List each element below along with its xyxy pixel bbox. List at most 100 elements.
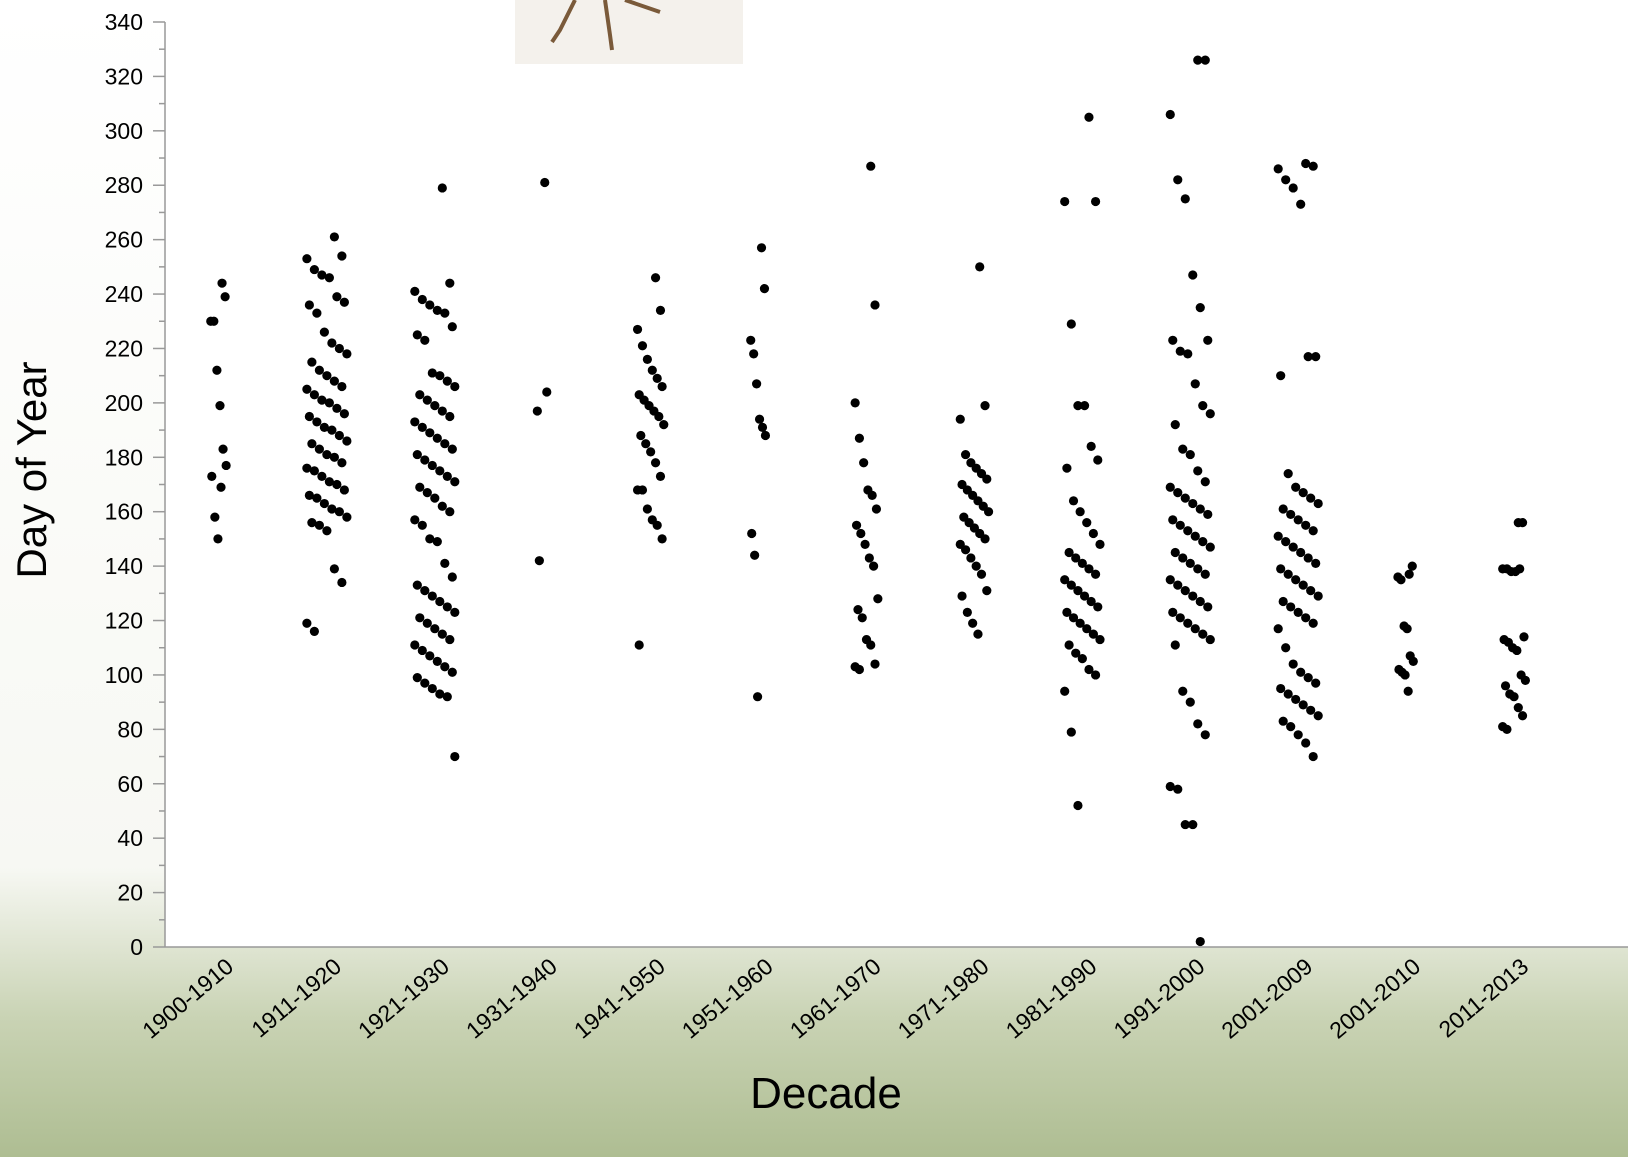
insect-photo: [515, 0, 743, 64]
point: [1180, 819, 1190, 830]
y-tick-label: 240: [105, 281, 143, 307]
point: [317, 395, 327, 405]
point: [960, 545, 971, 555]
point: [1073, 800, 1083, 811]
point: [440, 439, 450, 449]
point: [1165, 575, 1175, 585]
point: [440, 558, 450, 568]
y-tick-label: 280: [105, 172, 143, 198]
point: [1077, 654, 1087, 664]
point: [1193, 564, 1203, 574]
point: [445, 278, 455, 288]
point: [868, 561, 879, 571]
point: [420, 678, 430, 688]
point: [636, 430, 646, 441]
point: [1183, 349, 1193, 359]
point: [1296, 667, 1306, 677]
point: [216, 482, 226, 492]
point: [752, 692, 763, 702]
point: [410, 286, 420, 296]
point: [1175, 613, 1185, 623]
point: [307, 517, 317, 528]
point: [425, 300, 435, 310]
point: [427, 591, 437, 601]
point: [1198, 537, 1208, 547]
point: [322, 526, 332, 536]
plot-area: [165, 0, 1628, 947]
point: [1077, 558, 1087, 568]
point: [637, 485, 648, 495]
point: [447, 667, 457, 677]
point: [329, 564, 339, 574]
point: [334, 430, 344, 441]
point: [1086, 596, 1096, 607]
point: [1203, 509, 1213, 520]
point: [430, 624, 440, 634]
point: [314, 444, 324, 454]
point: [634, 640, 644, 650]
point: [322, 371, 332, 381]
point: [302, 618, 312, 628]
point: [422, 488, 432, 498]
point: [332, 292, 342, 302]
point: [442, 376, 452, 386]
point: [1090, 196, 1101, 207]
point: [342, 349, 352, 359]
point: [324, 477, 334, 487]
point: [650, 458, 661, 468]
point: [324, 273, 334, 283]
point: [1278, 504, 1288, 514]
point: [1183, 618, 1193, 628]
point: [437, 629, 447, 639]
x-tick-label: 1981-1990: [1001, 953, 1102, 1044]
point: [420, 586, 430, 596]
point: [642, 354, 652, 364]
point: [976, 569, 987, 579]
point: [866, 161, 876, 171]
point: [432, 656, 442, 666]
point: [1205, 634, 1215, 645]
point: [1173, 175, 1183, 185]
point: [752, 379, 762, 389]
point: [657, 381, 667, 392]
point: [1293, 607, 1303, 617]
point: [415, 482, 425, 492]
point: [445, 411, 455, 422]
point: [650, 273, 661, 283]
point: [867, 490, 877, 500]
point: [749, 349, 759, 359]
point: [427, 368, 437, 378]
point: [1276, 683, 1286, 694]
point: [542, 387, 552, 397]
point: [1071, 553, 1081, 563]
point: [637, 341, 648, 351]
point: [1517, 711, 1528, 721]
point: [317, 471, 327, 481]
point: [1513, 702, 1523, 713]
insect-legs: [550, 0, 661, 51]
point: [447, 322, 457, 332]
point: [1205, 409, 1215, 419]
point: [1195, 303, 1205, 313]
point: [1273, 164, 1283, 174]
point: [870, 659, 880, 669]
point: [1311, 352, 1321, 362]
point: [632, 324, 643, 335]
point: [1276, 371, 1286, 381]
point: [302, 384, 312, 394]
point: [754, 414, 765, 424]
point: [1165, 781, 1175, 792]
x-tick-label: 2001-2010: [1324, 953, 1425, 1044]
point: [1311, 558, 1321, 568]
point: [422, 395, 432, 405]
point: [215, 401, 225, 411]
point: [1084, 664, 1094, 675]
point: [427, 683, 437, 694]
point: [425, 428, 435, 438]
point: [1185, 697, 1195, 707]
point: [432, 537, 442, 547]
x-tick-label: 1961-1970: [785, 953, 886, 1044]
point: [1286, 509, 1296, 520]
point: [1073, 586, 1083, 596]
